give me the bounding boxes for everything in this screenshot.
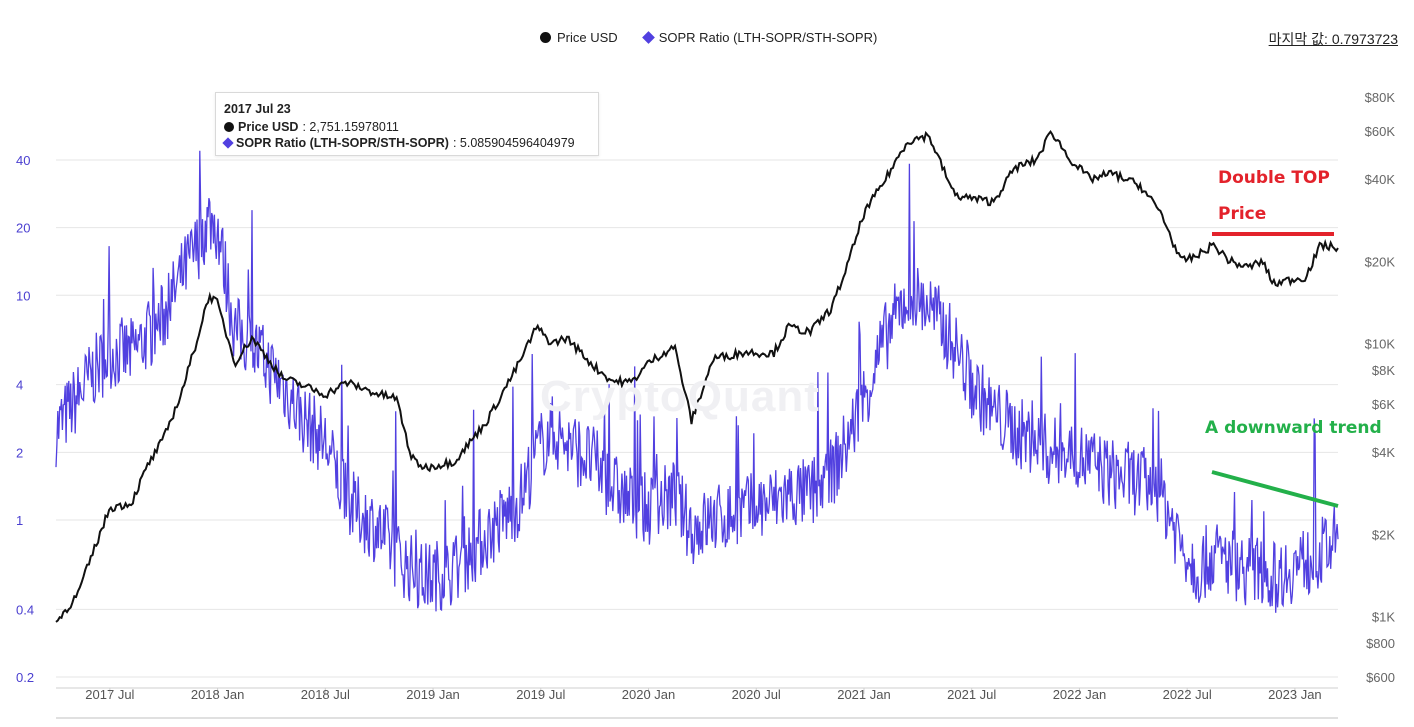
downward-trend-line [1211,470,1339,508]
annotation-double-top: Double TOP [1218,168,1330,188]
last-value-readout: 마지막 값: 0.7973723 [1268,31,1398,47]
x-tick-label: 2018 Jan [191,687,245,702]
left-tick-label: 40 [16,153,30,168]
x-tick-label: 2018 Jul [301,687,350,702]
right-tick-label: $20K [1365,254,1396,269]
x-tick-label: 2023 Jan [1268,687,1322,702]
right-tick-label: $80K [1365,90,1396,105]
x-tick-label: 2017 Jul [85,687,134,702]
tooltip-price-marker [224,122,234,132]
right-tick-label: $60K [1365,124,1396,139]
x-tick-label: 2019 Jan [406,687,460,702]
price-series-line [55,129,1339,623]
x-tick-label: 2019 Jul [516,687,565,702]
right-tick-label: $2K [1372,527,1395,542]
right-tick-label: $6K [1372,397,1395,412]
x-tick-label: 2021 Jan [837,687,891,702]
tooltip-date: 2017 Jul 23 [224,102,291,116]
annotation-downward-trend: A downward trend [1205,418,1382,438]
right-tick-label: $10K [1365,336,1396,351]
right-tick-label: $800 [1366,636,1395,651]
x-tick-label: 2020 Jan [622,687,676,702]
watermark: CryptoQuant [540,372,820,421]
right-tick-label: $4K [1372,445,1395,460]
tooltip-price-label: Price USD [238,120,299,134]
left-tick-label: 4 [16,378,23,393]
left-tick-label: 0.2 [16,670,34,685]
x-tick-label: 2021 Jul [947,687,996,702]
x-tick-label: 2020 Jul [732,687,781,702]
chart-tooltip: 2017 Jul 23 Price USD: 2,751.15978011 SO… [215,92,599,156]
legend-item-sopr[interactable]: SOPR Ratio (LTH-SOPR/STH-SOPR) [641,30,878,45]
sopr-series-line [55,150,1339,613]
legend-price-label: Price USD [557,30,618,45]
right-tick-label: $8K [1372,363,1395,378]
annotation-price: Price [1218,204,1267,224]
tooltip-row-price: Price USD: 2,751.15978011 [224,120,399,134]
left-tick-label: 0.4 [16,602,34,617]
tooltip-sopr-marker [222,137,234,149]
right-tick-label: $1K [1372,609,1395,624]
left-tick-label: 20 [16,221,30,236]
tooltip-sopr-label: SOPR Ratio (LTH-SOPR/STH-SOPR) [236,136,449,150]
tooltip-row-sopr: SOPR Ratio (LTH-SOPR/STH-SOPR): 5.085904… [222,136,575,150]
legend: Price USD SOPR Ratio (LTH-SOPR/STH-SOPR) [540,30,877,45]
legend-price-marker [540,32,551,43]
legend-sopr-label: SOPR Ratio (LTH-SOPR/STH-SOPR) [658,30,878,45]
right-tick-label: $600 [1366,670,1395,685]
x-tick-label: 2022 Jan [1053,687,1107,702]
x-tick-label: 2022 Jul [1163,687,1212,702]
left-tick-label: 1 [16,513,23,528]
tooltip-price-value: : 2,751.15978011 [302,120,399,134]
tooltip-sopr-value: : 5.085904596404979 [452,136,575,150]
left-tick-label: 10 [16,288,30,303]
legend-item-price[interactable]: Price USD [540,30,618,45]
left-tick-label: 2 [16,445,23,460]
legend-sopr-marker [641,31,655,44]
right-tick-label: $40K [1365,172,1396,187]
